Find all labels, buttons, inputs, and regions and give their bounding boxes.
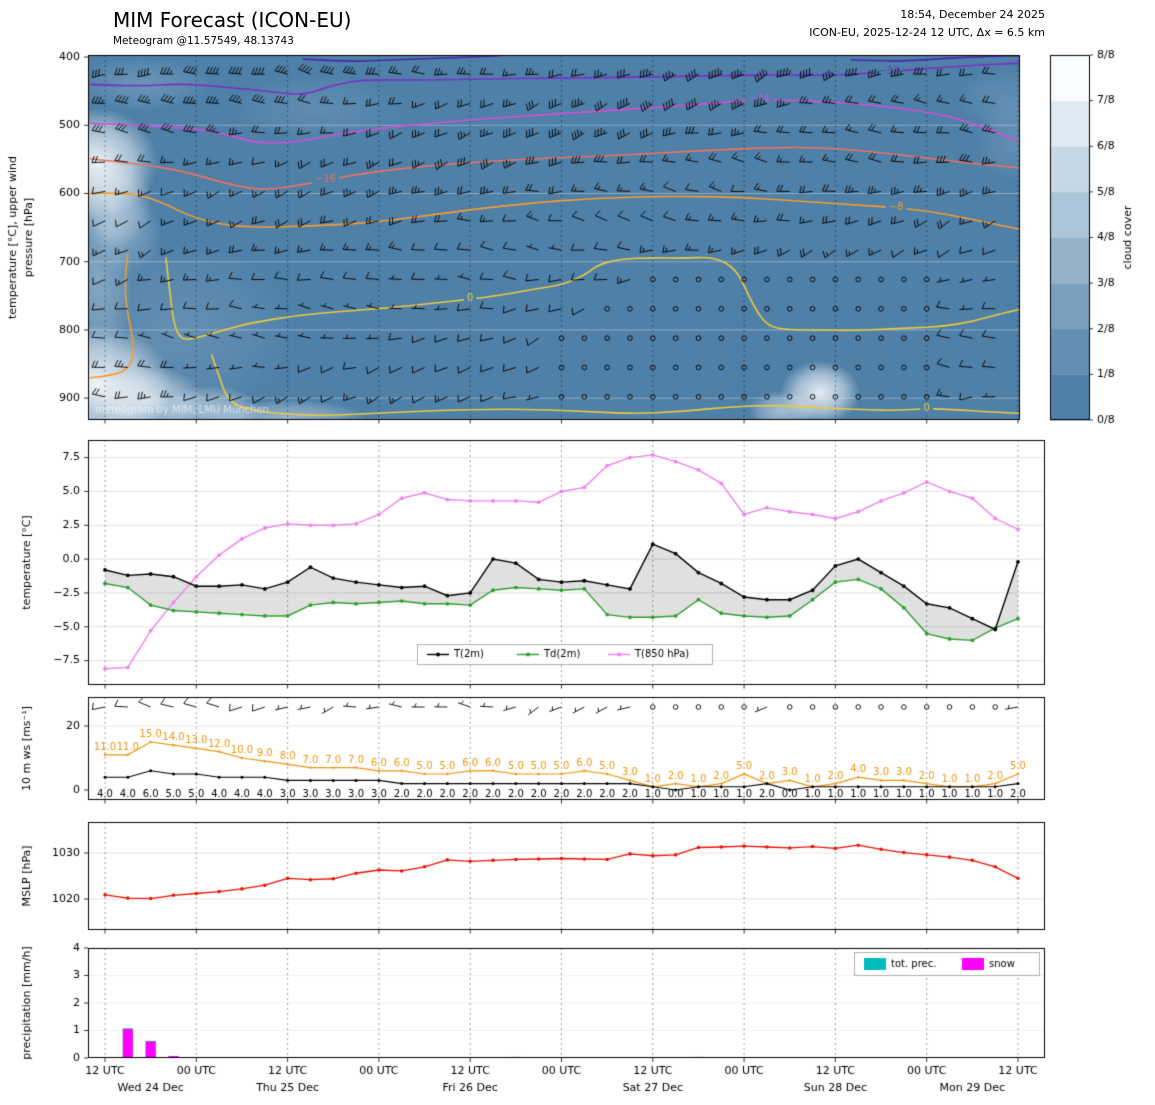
model-run-info: ICON-EU, 2025-12-24 12 UTC, Δx = 6.5 km [809,26,1045,39]
figure-subtitle: Meteogram @11.57549, 48.13743 [113,35,294,47]
figure-title: MIM Forecast (ICON-EU) [113,8,352,32]
creation-time: 18:54, December 24 2025 [900,8,1045,21]
